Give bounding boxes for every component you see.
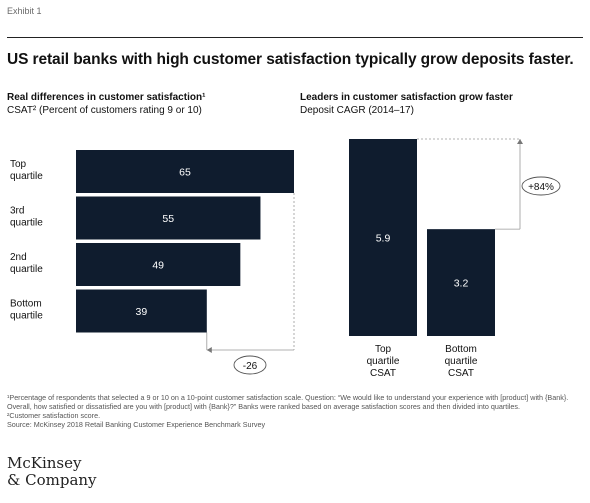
category-label: CSAT: [448, 368, 474, 379]
arrow-left-icon: [206, 347, 212, 353]
category-label: Bottom: [10, 299, 42, 310]
category-label: quartile: [10, 311, 43, 322]
category-label: Bottom: [445, 344, 477, 355]
exhibit-label: Exhibit 1: [7, 6, 42, 16]
category-label: 2nd: [10, 252, 27, 263]
bar-4: [76, 289, 207, 333]
category-label: quartile: [10, 218, 43, 229]
right-panel-title: Leaders in customer satisfaction grow fa…: [300, 92, 513, 103]
annotation-label-left: -26: [243, 361, 258, 372]
bar-value-label: 3.2: [454, 278, 469, 290]
category-label: 3rd: [10, 206, 24, 217]
category-label: quartile: [10, 171, 43, 182]
chart-title: US retail banks with high customer satis…: [7, 51, 574, 68]
category-label: quartile: [445, 356, 478, 367]
annotation-label-right: +84%: [528, 182, 554, 193]
footnote-2: ²Customer satisfaction score.: [7, 411, 101, 420]
bar-2: [427, 229, 495, 336]
bar-value-label: 5.9: [376, 233, 391, 245]
bar-value-label: 49: [152, 260, 164, 272]
bar-value-label: 55: [162, 213, 174, 225]
bar-1: [349, 139, 417, 336]
footnote-source: Source: McKinsey 2018 Retail Banking Cus…: [7, 420, 266, 429]
annotation-bubble-left: [233, 355, 267, 375]
bar-value-label: 39: [136, 306, 148, 318]
logo-line-1: McKinsey: [7, 454, 82, 472]
logo-line-2: & Company: [7, 471, 97, 489]
bar-value-label: 65: [179, 167, 191, 179]
category-label: quartile: [367, 356, 400, 367]
annotation-bubble-right: [521, 176, 561, 196]
category-label: Top: [375, 344, 392, 355]
bar-3: [76, 243, 241, 286]
left-panel-title: Real differences in customer satisfactio…: [7, 92, 206, 103]
bar-1: [76, 150, 294, 193]
left-panel-subtitle: CSAT² (Percent of customers rating 9 or …: [7, 105, 202, 116]
category-label: quartile: [10, 264, 43, 275]
mckinsey-logo: McKinsey & Company: [7, 455, 97, 489]
footnotes: ¹Percentage of respondents that selected…: [7, 393, 585, 429]
right-panel-subtitle: Deposit CAGR (2014–17): [300, 105, 414, 116]
category-label: Top: [10, 159, 27, 170]
bar-2: [76, 196, 261, 240]
arrow-up-icon: [517, 139, 523, 144]
category-label: CSAT: [370, 368, 396, 379]
header-rule: [7, 37, 583, 38]
footnote-1: ¹Percentage of respondents that selected…: [7, 393, 569, 411]
